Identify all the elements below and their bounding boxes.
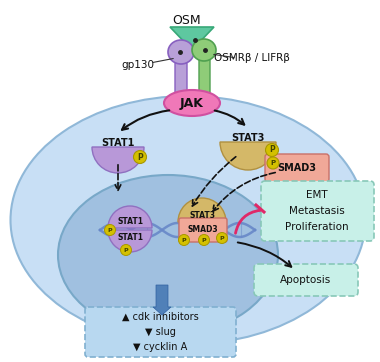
Ellipse shape: [164, 90, 220, 116]
Ellipse shape: [11, 96, 366, 344]
Ellipse shape: [168, 40, 194, 64]
Ellipse shape: [58, 175, 278, 335]
Text: P: P: [182, 237, 186, 243]
Text: P: P: [124, 248, 128, 253]
Wedge shape: [92, 147, 144, 173]
Text: P: P: [137, 152, 143, 161]
Text: P: P: [108, 227, 112, 232]
Wedge shape: [108, 230, 152, 252]
FancyBboxPatch shape: [179, 218, 227, 242]
Text: P: P: [220, 236, 224, 240]
Ellipse shape: [120, 244, 131, 256]
FancyBboxPatch shape: [265, 154, 329, 182]
Text: P: P: [271, 160, 276, 166]
Ellipse shape: [198, 235, 209, 245]
FancyBboxPatch shape: [261, 181, 374, 241]
Text: OSMRβ / LIFRβ: OSMRβ / LIFRβ: [214, 53, 290, 63]
FancyArrow shape: [153, 285, 171, 315]
Text: STAT1: STAT1: [117, 233, 143, 243]
Ellipse shape: [266, 143, 279, 156]
Ellipse shape: [267, 157, 279, 169]
Text: EMT
Metastasis
Proliferation: EMT Metastasis Proliferation: [285, 190, 349, 232]
Ellipse shape: [179, 235, 190, 245]
Ellipse shape: [192, 39, 216, 61]
Ellipse shape: [133, 151, 147, 164]
Text: OSM: OSM: [173, 13, 201, 26]
Text: P: P: [269, 146, 275, 155]
FancyBboxPatch shape: [199, 59, 210, 101]
Text: STAT1: STAT1: [101, 138, 135, 148]
Text: ▲ cdk inhibitors
▼ slug
▼ cycklin A: ▲ cdk inhibitors ▼ slug ▼ cycklin A: [122, 312, 198, 352]
Text: P: P: [202, 237, 206, 243]
Text: SMAD3: SMAD3: [188, 226, 218, 235]
Wedge shape: [108, 206, 152, 228]
Ellipse shape: [105, 224, 116, 236]
Text: STAT3: STAT3: [189, 210, 215, 219]
Text: STAT3: STAT3: [231, 133, 265, 143]
FancyBboxPatch shape: [85, 307, 236, 357]
Text: STAT1: STAT1: [117, 216, 143, 226]
Polygon shape: [170, 27, 214, 50]
Text: JAK: JAK: [180, 97, 204, 109]
Wedge shape: [220, 142, 276, 170]
Ellipse shape: [217, 232, 228, 244]
Text: Apoptosis: Apoptosis: [280, 275, 332, 285]
FancyBboxPatch shape: [254, 264, 358, 296]
Text: SMAD3: SMAD3: [277, 163, 317, 173]
Text: gp130: gp130: [122, 60, 155, 70]
Wedge shape: [178, 198, 226, 222]
FancyBboxPatch shape: [175, 63, 187, 103]
